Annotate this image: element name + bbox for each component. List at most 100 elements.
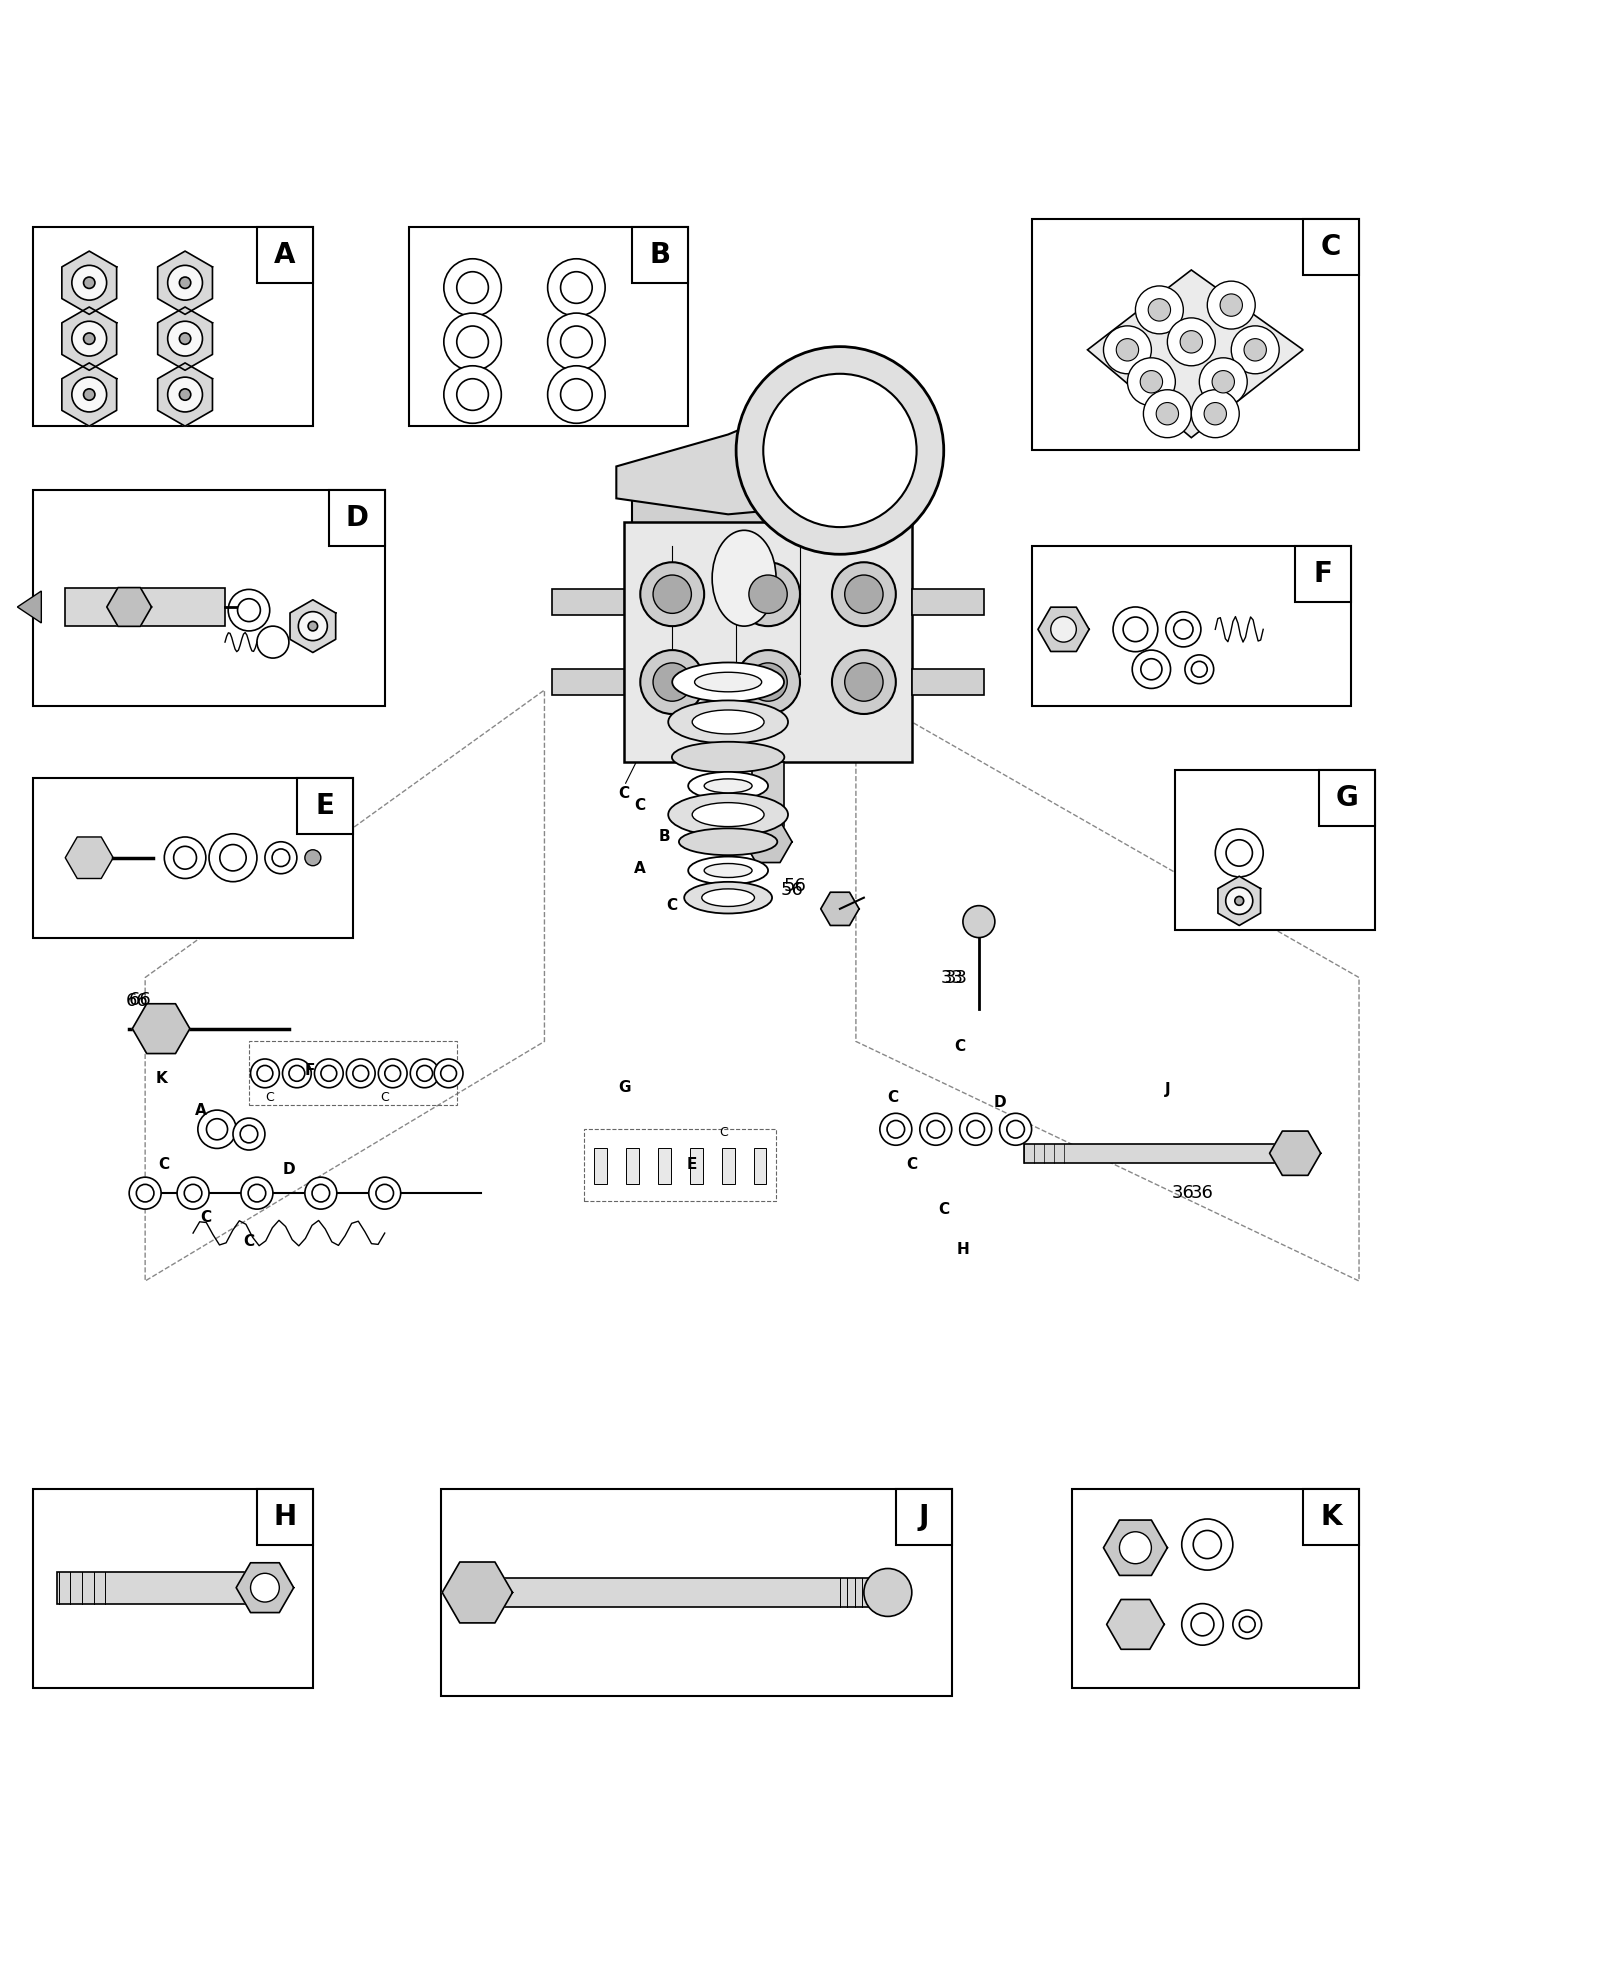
Circle shape — [434, 1059, 462, 1087]
Ellipse shape — [693, 803, 765, 827]
Text: C: C — [266, 1091, 274, 1105]
Circle shape — [1221, 294, 1243, 316]
Circle shape — [322, 1065, 336, 1081]
Circle shape — [1133, 650, 1171, 688]
Ellipse shape — [672, 741, 784, 773]
Bar — [552, 590, 624, 614]
Text: B: B — [650, 240, 670, 268]
Text: 56: 56 — [781, 880, 803, 898]
Text: C: C — [381, 1091, 389, 1105]
Polygon shape — [290, 600, 336, 652]
Bar — [754, 1148, 766, 1184]
Text: C: C — [938, 1202, 949, 1216]
Bar — [58, 1572, 266, 1604]
Bar — [658, 1148, 670, 1184]
Bar — [408, 227, 688, 427]
Circle shape — [640, 562, 704, 626]
Circle shape — [920, 1113, 952, 1145]
Circle shape — [83, 389, 94, 399]
Bar — [626, 1148, 638, 1184]
Circle shape — [736, 650, 800, 713]
Circle shape — [1136, 286, 1184, 334]
Circle shape — [1235, 896, 1243, 906]
Circle shape — [547, 314, 605, 372]
Circle shape — [1216, 829, 1262, 876]
Text: 33: 33 — [941, 968, 963, 986]
Polygon shape — [66, 837, 114, 878]
Bar — [258, 227, 314, 282]
Circle shape — [378, 1059, 406, 1087]
Circle shape — [1168, 318, 1216, 366]
Ellipse shape — [685, 882, 773, 914]
Bar — [1294, 546, 1350, 602]
Circle shape — [1144, 389, 1192, 437]
Text: C: C — [1322, 232, 1341, 260]
Polygon shape — [1038, 608, 1090, 652]
Circle shape — [749, 664, 787, 701]
Circle shape — [251, 1059, 280, 1087]
Circle shape — [368, 1176, 400, 1210]
Text: F: F — [304, 1063, 315, 1077]
Circle shape — [386, 1065, 400, 1081]
Circle shape — [1205, 403, 1227, 425]
Circle shape — [1182, 1518, 1234, 1570]
Text: J: J — [918, 1502, 930, 1530]
Circle shape — [1245, 338, 1266, 362]
Circle shape — [1181, 330, 1203, 354]
Circle shape — [242, 1176, 274, 1210]
Bar — [912, 670, 984, 695]
Circle shape — [886, 1121, 904, 1139]
Circle shape — [376, 1184, 394, 1202]
Circle shape — [206, 1119, 227, 1141]
Circle shape — [72, 266, 107, 300]
Polygon shape — [158, 364, 213, 425]
Circle shape — [272, 848, 290, 866]
Bar — [594, 1148, 606, 1184]
Circle shape — [1234, 1609, 1261, 1639]
Bar — [1318, 769, 1374, 827]
Text: H: H — [274, 1502, 296, 1530]
Polygon shape — [133, 1003, 190, 1053]
Polygon shape — [107, 588, 152, 626]
Bar — [722, 1148, 734, 1184]
Circle shape — [1226, 841, 1253, 866]
Bar — [1032, 546, 1350, 705]
Text: C: C — [886, 1089, 898, 1105]
Circle shape — [234, 1119, 266, 1150]
Circle shape — [179, 334, 190, 344]
Circle shape — [1208, 280, 1256, 330]
Text: C: C — [718, 1127, 728, 1139]
Circle shape — [1051, 616, 1077, 642]
Bar — [1024, 1145, 1294, 1162]
Bar — [34, 1488, 314, 1689]
Circle shape — [306, 1176, 338, 1210]
Circle shape — [456, 326, 488, 358]
Text: C: C — [667, 898, 678, 914]
Circle shape — [210, 835, 258, 882]
Circle shape — [966, 1121, 984, 1139]
Text: K: K — [155, 1071, 166, 1085]
Circle shape — [845, 664, 883, 701]
Circle shape — [168, 322, 203, 356]
Circle shape — [547, 366, 605, 423]
Circle shape — [560, 326, 592, 358]
Circle shape — [298, 612, 328, 640]
Text: 33: 33 — [946, 968, 968, 986]
Text: 36: 36 — [1171, 1184, 1195, 1202]
Circle shape — [1104, 326, 1152, 374]
Circle shape — [258, 626, 290, 658]
Bar — [912, 590, 984, 614]
Ellipse shape — [704, 779, 752, 793]
Circle shape — [1192, 389, 1240, 437]
Circle shape — [72, 322, 107, 356]
Text: C: C — [635, 797, 646, 813]
Bar — [1302, 1488, 1358, 1544]
Circle shape — [926, 1121, 944, 1139]
Bar — [584, 1129, 776, 1200]
Circle shape — [440, 1065, 456, 1081]
Text: E: E — [686, 1156, 696, 1172]
Text: F: F — [1314, 560, 1333, 588]
Circle shape — [168, 378, 203, 411]
Circle shape — [184, 1184, 202, 1202]
Circle shape — [456, 380, 488, 411]
